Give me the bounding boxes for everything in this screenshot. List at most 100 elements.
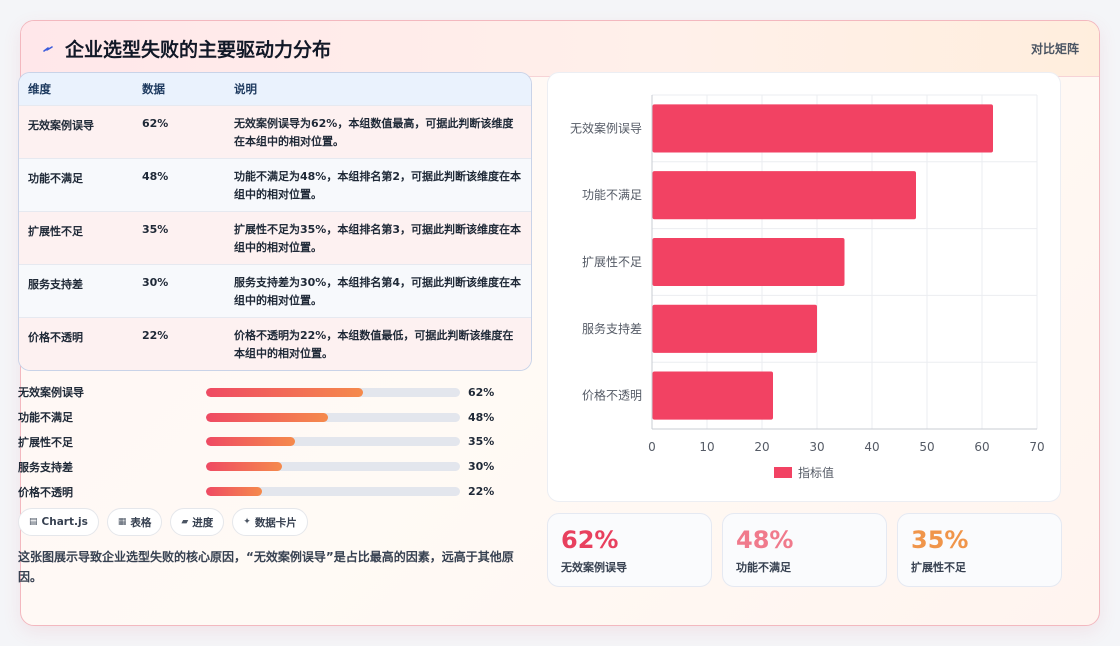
x-tick-label: 50: [919, 440, 934, 454]
table-icon: ▦: [117, 517, 127, 527]
progress-value: 48%: [468, 410, 495, 424]
chart-icon: ▤: [29, 517, 38, 527]
column-header-value: 数据: [142, 82, 165, 96]
table-header: 维度 数据 说明: [19, 73, 531, 106]
chip-chartjs[interactable]: ▤ Chart.js: [18, 508, 99, 536]
bar: [652, 237, 845, 287]
title-wrap: 企业选型失败的主要驱动力分布: [41, 35, 331, 62]
bar: [652, 171, 916, 220]
progress-fill: [206, 412, 328, 422]
table-row: 无效案例误导 62% 无效案例误导为62%，本组数值最高，可据此判断该维度在本组…: [19, 106, 531, 159]
progress-fill: [206, 462, 283, 472]
progress-fill: [206, 387, 364, 397]
data-table: 维度 数据 说明 无效案例误导 62% 无效案例误导为62%，本组数值最高，可据…: [18, 72, 532, 371]
column-header-dimension: 维度: [28, 82, 51, 96]
y-tick-label: 无效案例误导: [570, 120, 642, 135]
progress-label: 无效案例误导: [18, 386, 84, 400]
progress-track: [206, 437, 460, 447]
chip-label: 表格: [130, 516, 152, 529]
kpi-label: 无效案例误导: [561, 561, 627, 574]
progress-track: [206, 462, 460, 472]
kpi-value: 62%: [561, 526, 619, 554]
kpi-value: 35%: [911, 526, 969, 554]
page-title: 企业选型失败的主要驱动力分布: [65, 39, 332, 61]
progress-icon: ▰: [181, 517, 189, 527]
y-tick-label: 价格不透明: [582, 388, 642, 403]
table-row: 价格不透明 22% 价格不透明为22%，本组数值最低，可据此判断该维度在本组中的…: [19, 318, 531, 370]
row-value: 22%: [142, 329, 169, 342]
x-tick-label: 10: [699, 440, 714, 454]
progress-row: 服务支持差 30%: [18, 454, 498, 479]
row-description: 价格不透明为22%，本组数值最低，可据此判断该维度在本组中的相对位置。: [234, 329, 514, 360]
bar-chart-panel: 无效案例误导功能不满足扩展性不足服务支持差价格不透明 0 10 20 30 40 50 60 7…: [547, 72, 1061, 502]
tag-chips: ▤ Chart.js ▦ 表格 ▰ 进度 ✦ 数据卡片: [18, 508, 308, 536]
y-tick-label: 服务支持差: [582, 321, 642, 336]
row-dimension: 无效案例误导: [28, 119, 94, 132]
progress-track: [206, 487, 460, 497]
header: 企业选型失败的主要驱动力分布 对比矩阵: [21, 21, 1099, 77]
progress-fill: [206, 487, 262, 497]
x-tick-label: 40: [864, 440, 879, 454]
sparkle-icon: ✦: [243, 517, 251, 527]
row-dimension: 价格不透明: [28, 331, 83, 344]
progress-label: 功能不满足: [18, 411, 73, 425]
row-value: 48%: [142, 170, 169, 183]
progress-value: 30%: [468, 460, 495, 474]
y-tick-label: 扩展性不足: [582, 255, 642, 269]
progress-list: 无效案例误导 62% 功能不满足 48% 扩展性不足 35% 服务支持差 30%…: [18, 380, 498, 504]
row-value: 62%: [142, 117, 169, 130]
chip-label: 进度: [192, 516, 214, 529]
x-tick-label: 0: [648, 440, 656, 454]
kpi-card: 48% 功能不满足: [722, 513, 887, 587]
kpi-label: 扩展性不足: [911, 561, 966, 574]
row-dimension: 扩展性不足: [28, 225, 83, 238]
progress-label: 价格不透明: [18, 485, 73, 499]
row-description: 功能不满足为48%，本组排名第2，可据此判断该维度在本组中的相对位置。: [234, 170, 521, 201]
chip-label: 数据卡片: [254, 516, 297, 529]
progress-row: 无效案例误导 62%: [18, 380, 498, 405]
progress-value: 22%: [468, 485, 495, 499]
table-row: 扩展性不足 35% 扩展性不足为35%，本组排名第3，可据此判断该维度在本组中的…: [19, 212, 531, 265]
progress-row: 价格不透明 22%: [18, 479, 498, 504]
kpi-cards: 62% 无效案例误导 48% 功能不满足 35% 扩展性不足: [547, 513, 1062, 587]
row-value: 30%: [142, 276, 169, 289]
view-mode-label[interactable]: 对比矩阵: [1030, 42, 1079, 56]
kpi-label: 功能不满足: [736, 561, 791, 574]
progress-track: [206, 387, 460, 397]
row-description: 服务支持差为30%，本组排名第4，可据此判断该维度在本组中的相对位置。: [234, 276, 521, 307]
kpi-card: 62% 无效案例误导: [547, 513, 712, 587]
chip-label: Chart.js: [41, 516, 88, 528]
x-tick-label: 60: [974, 440, 989, 454]
row-dimension: 服务支持差: [28, 278, 83, 291]
legend-swatch: [774, 467, 792, 478]
progress-label: 扩展性不足: [18, 435, 73, 449]
progress-row: 扩展性不足 35%: [18, 430, 498, 455]
row-description: 无效案例误导为62%，本组数值最高，可据此判断该维度在本组中的相对位置。: [234, 117, 514, 148]
chip-data-card[interactable]: ✦ 数据卡片: [232, 508, 308, 536]
x-tick-label: 20: [754, 440, 769, 454]
x-tick-label: 70: [1029, 440, 1044, 454]
row-description: 扩展性不足为35%，本组排名第3，可据此判断该维度在本组中的相对位置。: [234, 223, 521, 254]
chip-progress[interactable]: ▰ 进度: [170, 508, 225, 536]
progress-label: 服务支持差: [18, 460, 73, 474]
row-value: 35%: [142, 223, 169, 236]
progress-row: 功能不满足 48%: [18, 405, 498, 430]
table-row: 功能不满足 48% 功能不满足为48%，本组排名第2，可据此判断该维度在本组中的…: [19, 159, 531, 212]
y-tick-label: 功能不满足: [582, 188, 642, 202]
progress-track: [206, 412, 460, 422]
kpi-card: 35% 扩展性不足: [897, 513, 1062, 587]
progress-value: 62%: [468, 385, 495, 399]
chip-table[interactable]: ▦ 表格: [106, 508, 163, 536]
kpi-value: 48%: [736, 526, 794, 554]
x-tick-label: 30: [809, 440, 824, 454]
summary-text: 这张图展示导致企业选型失败的核心原因，“无效案例误导”是占比最高的因素，远高于其…: [18, 550, 514, 584]
bar: [652, 371, 773, 420]
progress-value: 35%: [468, 435, 495, 449]
bar: [652, 104, 993, 153]
lightning-icon: [41, 42, 55, 56]
column-header-description: 说明: [234, 82, 257, 96]
bar: [652, 304, 817, 353]
row-dimension: 功能不满足: [28, 172, 83, 185]
progress-fill: [206, 437, 295, 447]
